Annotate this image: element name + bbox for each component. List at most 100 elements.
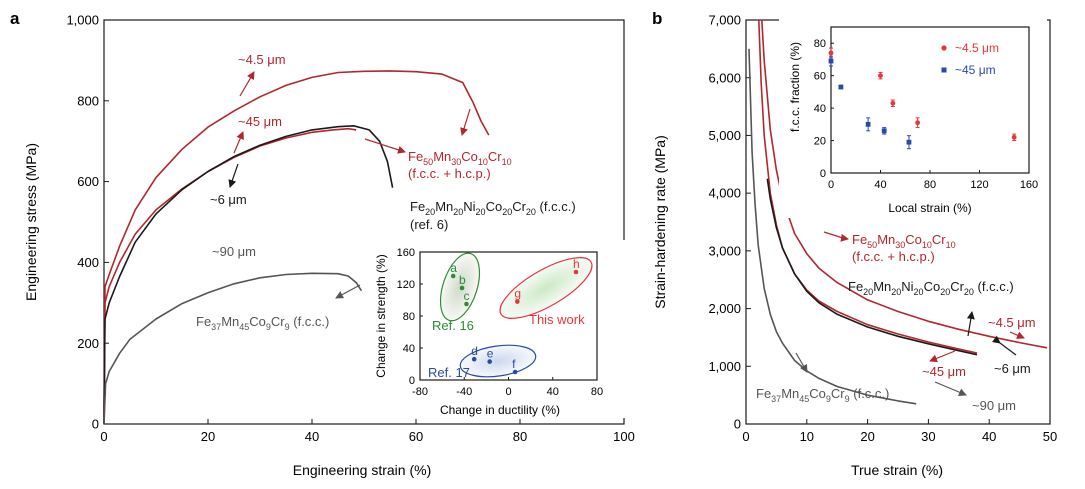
panel-a-y-tick-label: 800 [77, 93, 99, 108]
inset-b-y-tick-label: 0 [820, 168, 826, 180]
inset-a-y-tick-label: 0 [409, 375, 415, 387]
panel-b-x-tick-label: 50 [1043, 429, 1057, 444]
inset-a-point-label: h [573, 257, 580, 271]
panel-a-y-tick-label: 0 [92, 417, 99, 432]
label-90um-b: ~90 μm [972, 398, 1016, 413]
panel-a-x-tick-label: 100 [613, 429, 635, 444]
label-90um-a: ~90 μm [212, 244, 256, 259]
arrow-fe37-b [795, 352, 808, 373]
inset-b-xlabel: Local strain (%) [888, 201, 971, 215]
legend-label-blue: ~45 μm [955, 63, 996, 77]
label-6um-b: ~6 μm [994, 361, 1031, 376]
label-fe37-a: Fe37Mn45Co9Cr9 (f.c.c.) [196, 314, 329, 332]
arrow-4-5um-a [239, 71, 255, 97]
inset-a-plot: -80 -40 0 40 80 0 40 80 120 160 abc g h d e f [397, 247, 603, 398]
panel-b-y-tick-label: 7,000 [708, 13, 741, 28]
panel-b-y-tick-label: 4,000 [708, 186, 741, 201]
label-fe37-b: Fe37Mn45Co9Cr9 (f.c.c.) [756, 386, 889, 404]
inset-a-point-label: d [471, 344, 478, 358]
panel-a-series-line-1 [103, 127, 357, 425]
inset-a-x-tick-label: -40 [456, 386, 472, 398]
inset-a-point-label: a [450, 261, 457, 275]
panel-b-series-line-3 [748, 48, 917, 405]
label-fe50-b: Fe50Mn30Co10Cr10 [852, 232, 956, 250]
inset-a-x-tick-label: -80 [412, 386, 428, 398]
panel-b-xlabel: True strain (%) [851, 462, 943, 478]
arrow-fe50-b [840, 233, 849, 242]
panel-b-label: b [652, 9, 662, 28]
inset-b-background [779, 18, 1047, 218]
panel-b-y-tick-label: 6,000 [708, 70, 741, 85]
arrow-6um-b [992, 335, 1017, 356]
label-fe20-b: Fe20Mn20Ni20Co20Cr20 (f.c.c.) [848, 279, 1014, 297]
panel-b-x-tick-label: 30 [921, 429, 935, 444]
inset-b-x-tick-label: 80 [924, 179, 936, 191]
panel-a-y-tick-label: 1,000 [66, 13, 99, 28]
label-4-5um-b: ~4.5 μm [988, 315, 1036, 330]
ellipse-this-work [499, 257, 593, 319]
inset-a-point [515, 299, 520, 304]
label-this-work: This work [529, 312, 585, 327]
inset-a-x-tick-label: 40 [547, 386, 559, 398]
label-ref17: Ref. 17 [428, 365, 470, 380]
panel-a-x-tick-label: 80 [513, 429, 527, 444]
inset-a-point [487, 359, 492, 364]
panel-a-y-tick-label: 400 [77, 255, 99, 270]
arrow-fe50-label [364, 138, 406, 154]
panel-a-ylabel: Engineering stress (MPa) [23, 143, 39, 301]
inset-a-x-tick-label: 0 [505, 386, 511, 398]
inset-b-point-blue [906, 139, 912, 145]
arrow-fe37 [335, 284, 361, 299]
panel-b-y-tick-label: 0 [734, 417, 741, 432]
arrow-4-5um-b [1009, 331, 1025, 339]
panel-b-inset: 0 40 80 120 160 0 20 40 60 80 Local strain (%) f.… [779, 18, 1047, 218]
inset-a-y-tick-label: 40 [403, 343, 415, 355]
inset-b-point-blue [828, 58, 834, 64]
inset-b-point-red [890, 100, 896, 106]
inset-b-point-blue [838, 84, 844, 90]
inset-b-point-red [878, 73, 883, 79]
panel-a-y-tick-label: 200 [77, 336, 99, 351]
inset-a-point-label: g [514, 287, 521, 301]
panel-b-y-tick-label: 3,000 [708, 243, 741, 258]
panel-b-x-tick-label: 0 [742, 429, 749, 444]
inset-a-point [459, 285, 465, 291]
inset-b-x-tick-label: 0 [828, 179, 834, 191]
panel-b: b 0 10 20 30 40 50 0 1,000 2,000 3,000 4,000 5,000 6… [652, 9, 1057, 478]
inset-a-point-label: e [487, 347, 494, 361]
inset-a-ylabel: Change in strength (%) [374, 254, 388, 377]
arrow-fe20-b [966, 311, 975, 337]
inset-b-y-tick-label: 80 [814, 38, 826, 50]
arrow-45um-b [929, 350, 956, 363]
inset-a-point [512, 369, 518, 375]
inset-a-point [573, 269, 579, 275]
label-45um-a: ~45 μm [238, 114, 282, 129]
panel-a-x-tick-label: 0 [100, 429, 107, 444]
arrow-fe50-curve [460, 108, 471, 136]
inset-b-plot: 0 40 80 120 160 0 20 40 60 80 [814, 26, 1038, 191]
inset-b-ylabel: f.c.c. fraction (%) [788, 42, 802, 132]
inset-b-y-tick-label: 20 [814, 135, 826, 147]
panel-a-y-tick-label: 600 [77, 174, 99, 189]
label-ref16: Ref. 16 [432, 318, 474, 333]
inset-a-x-tick-label: 80 [591, 386, 603, 398]
label-fe50-a: Fe50Mn30Co10Cr10 [408, 149, 512, 167]
panel-b-y-tick-label: 2,000 [708, 301, 741, 316]
inset-a-point [450, 273, 456, 279]
label-fe20-ref: (ref. 6) [410, 217, 448, 232]
panel-b-x-tick-label: 10 [800, 429, 814, 444]
panel-b-y-tick-label: 1,000 [708, 359, 741, 374]
inset-a-y-tick-label: 160 [397, 247, 415, 259]
legend-marker-blue [941, 67, 947, 73]
panel-b-series-line-2 [766, 178, 978, 356]
label-fe20-a: Fe20Mn20Ni20Co20Cr20 (f.c.c.) [410, 199, 576, 217]
inset-a-point [464, 301, 469, 307]
arrow-90um-b [934, 381, 967, 396]
arrow-45um-a [233, 131, 244, 154]
panel-a-frame [103, 19, 625, 425]
legend-marker-red [941, 45, 947, 51]
label-45um-b: ~45 μm [922, 364, 966, 379]
